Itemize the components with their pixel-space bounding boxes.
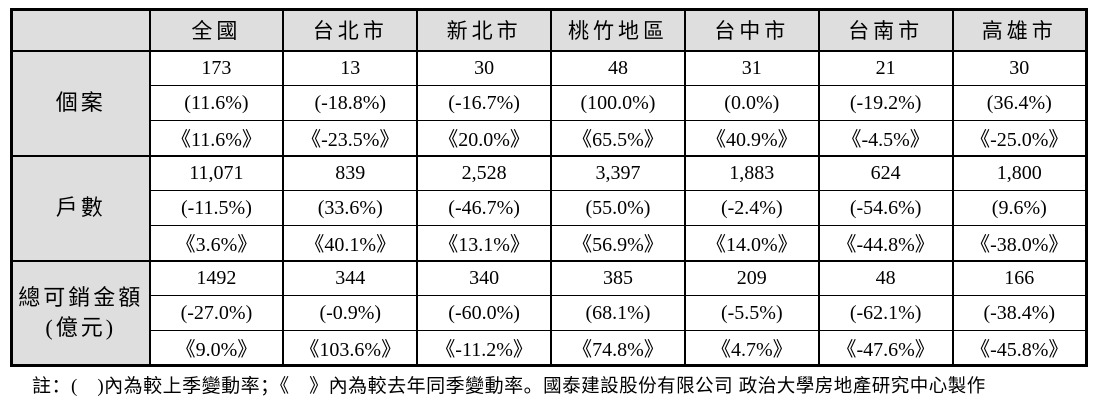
data-cell: 《20.0%》 <box>416 120 553 156</box>
data-cell: 《40.1%》 <box>282 225 419 261</box>
data-cell: (55.0%) <box>550 190 686 226</box>
data-cell: 《14.0%》 <box>683 225 820 261</box>
data-cell: 1,800 <box>951 154 1088 191</box>
data-cell: 《-45.8%》 <box>951 330 1088 366</box>
data-cell: 48 <box>817 259 954 296</box>
row-group-label-line: (億元) <box>45 314 117 340</box>
data-cell: (9.6%) <box>951 190 1088 226</box>
column-header: 高雄市 <box>951 9 1088 52</box>
data-cell: (-60.0%) <box>416 295 553 331</box>
data-cell: (-5.5%) <box>683 295 820 331</box>
table-row: 總可銷金額 (億元) 1492 344 340 385 209 48 166 <box>10 259 1088 366</box>
data-cell: (-0.9%) <box>282 295 419 331</box>
data-cell: 《74.8%》 <box>550 330 686 366</box>
data-cell: 30 <box>951 49 1088 86</box>
data-cell: 《-44.8%》 <box>817 225 954 261</box>
data-cell: 21 <box>817 49 954 86</box>
row-group-label-line: 總可銷金額 <box>18 285 144 311</box>
data-cell: (-38.4%) <box>951 295 1088 331</box>
data-cell: 30 <box>416 49 553 86</box>
data-cell: 340 <box>416 259 553 296</box>
data-cell: 13 <box>282 49 419 86</box>
data-cell: (-2.4%) <box>683 190 820 226</box>
data-cell: (-19.2%) <box>817 85 954 121</box>
table-header: 全國 台北市 新北市 桃竹地區 台中市 台南市 高雄市 <box>10 9 1088 52</box>
data-cell: (-46.7%) <box>416 190 553 226</box>
table-row: 《11.6%》 《-23.5%》 《20.0%》 《65.5%》 《40.9%》 《-4.… <box>12 120 1088 156</box>
data-cell: 《-23.5%》 <box>282 120 419 156</box>
table-row: 《3.6%》 《40.1%》 《13.1%》 《56.9%》 《14.0%》 《-44.8… <box>12 225 1088 261</box>
row-group-label-line: 個案 <box>55 90 106 116</box>
table-row: (-11.5%) (33.6%) (-46.7%) (55.0%) (-2.4%) (-5… <box>12 190 1088 226</box>
data-cell: (-16.7%) <box>416 85 553 121</box>
data-cell: 《56.9%》 <box>550 225 686 261</box>
data-cell: (68.1%) <box>550 295 686 331</box>
data-cell: 《-38.0%》 <box>951 225 1088 261</box>
data-cell: (-11.5%) <box>148 190 285 226</box>
data-cell: 173 <box>148 49 285 86</box>
data-cell: (33.6%) <box>282 190 419 226</box>
data-cell: 《9.0%》 <box>148 330 285 366</box>
data-cell: (100.0%) <box>550 85 686 121</box>
data-cell: 《4.7%》 <box>683 330 820 366</box>
table-row: (-27.0%) (-0.9%) (-60.0%) (68.1%) (-5.5%) (-6… <box>12 295 1088 331</box>
footnote-credit: 國泰建設股份有限公司 政治大學房地產研究中心製作 <box>543 375 986 396</box>
column-header: 桃竹地區 <box>550 9 686 52</box>
data-cell: 209 <box>683 259 820 296</box>
data-cell: 11,071 <box>148 154 285 191</box>
table-row: 《9.0%》 《103.6%》 《-11.2%》 《74.8%》 《4.7%》 《-47.… <box>12 330 1088 366</box>
data-cell: 166 <box>951 259 1088 296</box>
row-group-label: 總可銷金額 (億元) <box>10 259 151 366</box>
data-cell: 839 <box>282 154 419 191</box>
data-cell: 385 <box>550 259 686 296</box>
data-cell: 1492 <box>148 259 285 296</box>
data-cell: (-54.6%) <box>817 190 954 226</box>
data-cell: 《13.1%》 <box>416 225 553 261</box>
data-cell: 31 <box>683 49 820 86</box>
data-cell: 624 <box>817 154 954 191</box>
data-cell: (-27.0%) <box>148 295 285 331</box>
data-cell: (36.4%) <box>951 85 1088 121</box>
row-group-label-line: 戶數 <box>55 195 106 221</box>
table-row: 個案 173 13 30 48 31 21 30 <box>10 49 1088 156</box>
column-header: 台中市 <box>683 9 820 52</box>
data-cell: (0.0%) <box>683 85 820 121</box>
column-header: 新北市 <box>416 9 553 52</box>
data-cell: 《40.9%》 <box>683 120 820 156</box>
data-cell: 《-47.6%》 <box>817 330 954 366</box>
corner-cell <box>10 9 151 52</box>
data-cell: 《-25.0%》 <box>951 120 1088 156</box>
footnote-note: 註：( )內為較上季變動率；《 》內為較去年同季變動率。 <box>32 376 544 397</box>
stats-table: 全國 台北市 新北市 桃竹地區 台中市 台南市 高雄市 個案 173 13 30 48 31 21 30(… <box>10 8 1088 367</box>
data-cell: 《103.6%》 <box>282 330 419 366</box>
column-header: 台北市 <box>282 9 419 52</box>
row-group-label: 個案 <box>10 49 151 156</box>
data-cell: 《65.5%》 <box>550 120 686 156</box>
column-header: 全國 <box>148 9 285 52</box>
data-cell: 344 <box>282 259 419 296</box>
data-cell: (-62.1%) <box>817 295 954 331</box>
data-cell: 2,528 <box>416 154 553 191</box>
column-header: 台南市 <box>817 9 954 52</box>
row-group-label: 戶數 <box>10 154 151 261</box>
data-cell: 1,883 <box>683 154 820 191</box>
table-body: 個案 173 13 30 48 31 21 30 (11.6%) (-18.8%) (-16.7%)… <box>10 49 1088 366</box>
table-row: 戶數 11,071 839 2,528 3,397 1,883 624 1,800 <box>10 154 1088 261</box>
table-row: (11.6%) (-18.8%) (-16.7%) (100.0%) (0.0%) (-1… <box>12 85 1088 121</box>
data-cell: 《-11.2%》 <box>416 330 553 366</box>
data-cell: 《11.6%》 <box>148 120 285 156</box>
data-cell: (-18.8%) <box>282 85 419 121</box>
header-row: 全國 台北市 新北市 桃竹地區 台中市 台南市 高雄市 <box>10 9 1088 52</box>
data-cell: 48 <box>550 49 686 86</box>
data-cell: 3,397 <box>550 154 686 191</box>
data-cell: 《-4.5%》 <box>817 120 954 156</box>
data-cell: 《3.6%》 <box>148 225 285 261</box>
data-cell: (11.6%) <box>148 85 285 121</box>
footnote: 註：( )內為較上季變動率；《 》內為較去年同季變動率。國泰建設股份有限公司 政… <box>32 371 1092 398</box>
